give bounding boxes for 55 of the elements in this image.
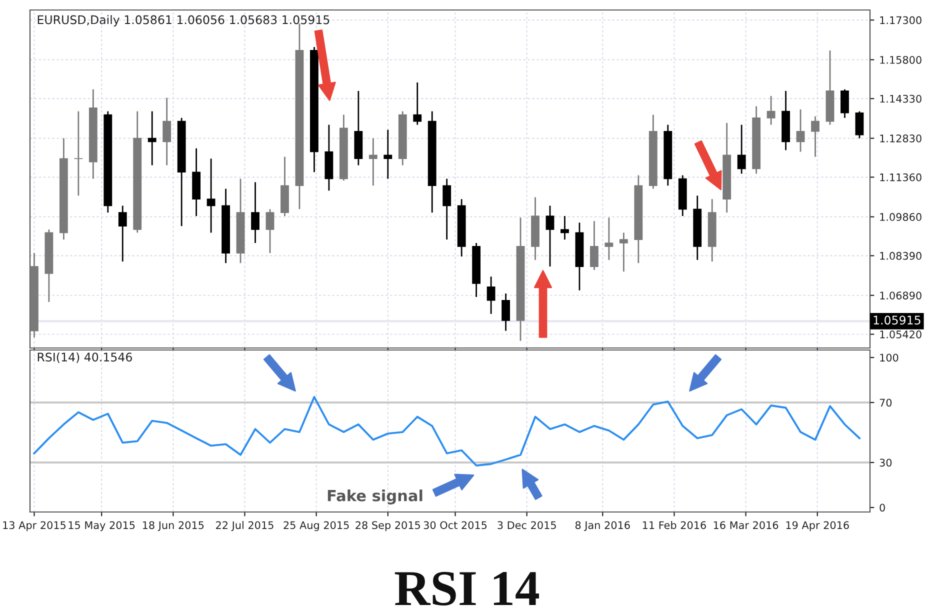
candlestick — [766, 95, 776, 126]
y-tick-label: 1.15800 — [880, 56, 922, 64]
y-tick-label: 1.11360 — [880, 173, 922, 182]
annotation: Fake signal — [328, 490, 422, 504]
candlestick — [560, 215, 569, 240]
line-series — [33, 396, 860, 466]
candlestick — [251, 181, 260, 244]
candlestick — [811, 116, 820, 158]
candlestick — [162, 97, 172, 166]
y-tick-label: 30 — [880, 458, 892, 467]
candlestick — [590, 220, 598, 271]
candlestick — [737, 124, 746, 174]
candlestick — [796, 108, 805, 152]
text: RSI 14 — [394, 572, 540, 606]
x-tick-label: 28 Sep 2015 — [356, 521, 420, 532]
x-tick-label: 25 Aug 2015 — [284, 521, 349, 532]
candlestick — [413, 82, 422, 126]
y-tick-label: 1.17300 — [880, 16, 922, 24]
y-tick-label: 1.08390 — [880, 252, 922, 260]
y-tick-label: 100 — [880, 354, 898, 362]
candlestick — [486, 276, 496, 315]
x-tick-label: 13 Apr 2015 — [3, 521, 66, 532]
candlestick — [840, 88, 849, 119]
y-tick-label: 0 — [880, 504, 885, 512]
y-tick-label: 70 — [880, 398, 892, 407]
x-tick-label: 16 Mar 2016 — [714, 521, 778, 530]
x-tick-label: 8 Jan 2016 — [575, 521, 630, 532]
x-tick-label: 18 Jun 2015 — [142, 521, 204, 532]
y-tick-label: 1.09860 — [880, 213, 922, 221]
annotation: EURUSD,Daily 1.05861 1.06056 1.05683 1.05915 — [38, 15, 330, 26]
x-tick-label: 22 Jul 2015 — [216, 521, 274, 532]
candlestick — [74, 110, 83, 196]
ref-line-label: 1.05915 — [874, 316, 920, 325]
x-tick-label: 15 May 2015 — [68, 521, 135, 532]
candlestick — [502, 292, 510, 332]
y-tick-label: 1.05420 — [880, 330, 922, 338]
candlestick — [118, 205, 127, 262]
candlestick — [546, 205, 554, 268]
candlestick — [442, 178, 452, 240]
y-tick-label: 1.12830 — [880, 134, 922, 142]
x-tick-label: 19 Apr 2016 — [786, 521, 849, 532]
candlestick — [604, 216, 614, 261]
candlestick — [368, 138, 378, 186]
candlestick — [855, 110, 864, 139]
candlestick — [266, 208, 274, 254]
y-tick-label: 1.14330 — [880, 94, 922, 103]
candlestick — [148, 110, 156, 166]
annotation: RSI(14) 40.1546 — [38, 352, 132, 363]
candlestick — [384, 129, 392, 180]
candlestick — [619, 232, 628, 272]
y-tick-label: 1.06890 — [880, 292, 922, 300]
x-tick-label: 11 Feb 2016 — [642, 521, 706, 530]
x-tick-label: 30 Oct 2015 — [424, 521, 487, 530]
candlestick — [206, 158, 216, 234]
x-tick-label: 3 Dec 2015 — [498, 521, 556, 530]
